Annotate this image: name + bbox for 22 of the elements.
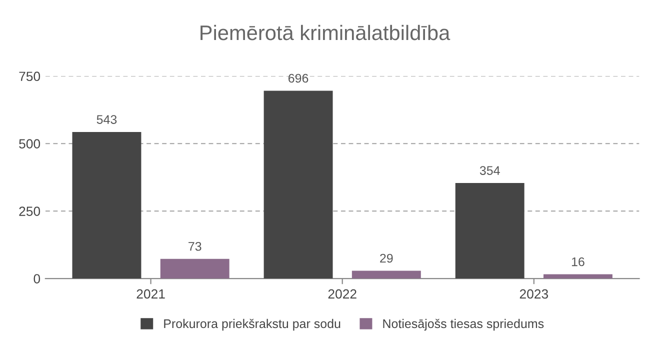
- data-label: 354: [480, 166, 500, 175]
- x-tick-label: 2023: [520, 289, 548, 299]
- data-label: 543: [96, 115, 117, 124]
- bar: [264, 90, 333, 279]
- legend-label: Prokurora priekšrakstu par sodu: [164, 318, 340, 331]
- x-tick-label: 2021: [136, 289, 165, 299]
- y-tick-label: 250: [19, 206, 40, 216]
- data-label: 696: [288, 74, 308, 83]
- chart-title: Piemērotā kriminālatbildība: [200, 24, 450, 40]
- y-tick-label: 750: [19, 72, 40, 82]
- bar: [72, 132, 142, 279]
- bar: [543, 274, 612, 279]
- bar: [160, 258, 230, 279]
- legend-label: Notiesājošs tiesas spriedums: [383, 318, 544, 331]
- data-label: 73: [188, 242, 202, 251]
- y-tick-label: 500: [19, 139, 40, 148]
- bar: [352, 270, 421, 279]
- y-tick-label: 0: [34, 274, 40, 284]
- bar: [455, 182, 524, 279]
- data-label: 29: [380, 254, 393, 263]
- x-tick-label: 2022: [328, 289, 356, 299]
- data-label: 16: [572, 257, 584, 266]
